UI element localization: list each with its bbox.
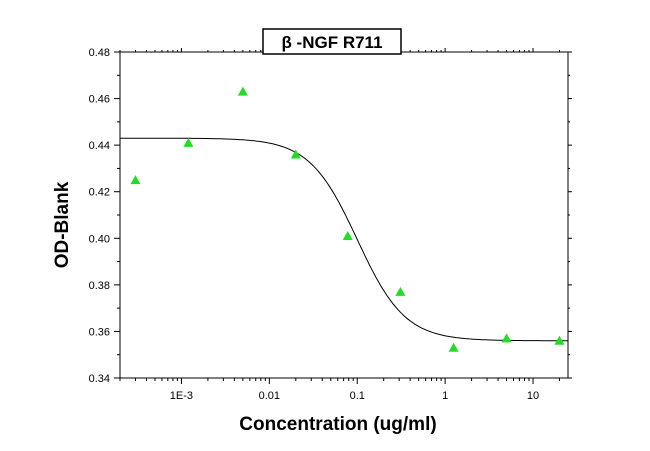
- y-axis-ticks: 0.34 0.36 0.38 0.40 0.42 0.44 0.46 0.48: [89, 47, 572, 385]
- chart-title: β -NGF R711: [281, 33, 382, 52]
- y-axis-title: OD-Blank: [52, 181, 73, 268]
- x-axis-title: Concentration (ug/ml): [239, 414, 436, 435]
- data-point: [130, 175, 141, 185]
- data-point: [342, 230, 353, 240]
- data-point: [290, 149, 301, 159]
- x-tick-label: 1E-3: [170, 390, 193, 402]
- y-tick-label: 0.48: [89, 47, 110, 59]
- x-tick-label: 0.1: [350, 390, 365, 402]
- data-point: [554, 335, 565, 345]
- data-points: [130, 86, 565, 352]
- y-tick-label: 0.36: [89, 326, 110, 338]
- data-point: [237, 86, 248, 96]
- x-axis-ticks: 1E-3 0.01 0.1 1 10: [119, 48, 560, 402]
- y-tick-label: 0.34: [89, 373, 110, 385]
- y-tick-label: 0.40: [89, 233, 110, 245]
- y-tick-label: 0.38: [89, 280, 110, 292]
- data-point: [183, 137, 194, 147]
- data-point: [395, 286, 406, 296]
- x-tick-label: 1: [442, 390, 448, 402]
- data-point: [448, 342, 459, 352]
- y-tick-label: 0.44: [89, 140, 110, 152]
- plot-area: [119, 51, 569, 379]
- x-tick-label: 0.01: [259, 390, 280, 402]
- y-tick-label: 0.42: [89, 187, 110, 199]
- x-tick-label: 10: [527, 390, 539, 402]
- data-point: [501, 333, 512, 343]
- fit-curve: [120, 137, 568, 342]
- chart-title-box: [262, 28, 402, 55]
- y-tick-label: 0.46: [89, 94, 110, 106]
